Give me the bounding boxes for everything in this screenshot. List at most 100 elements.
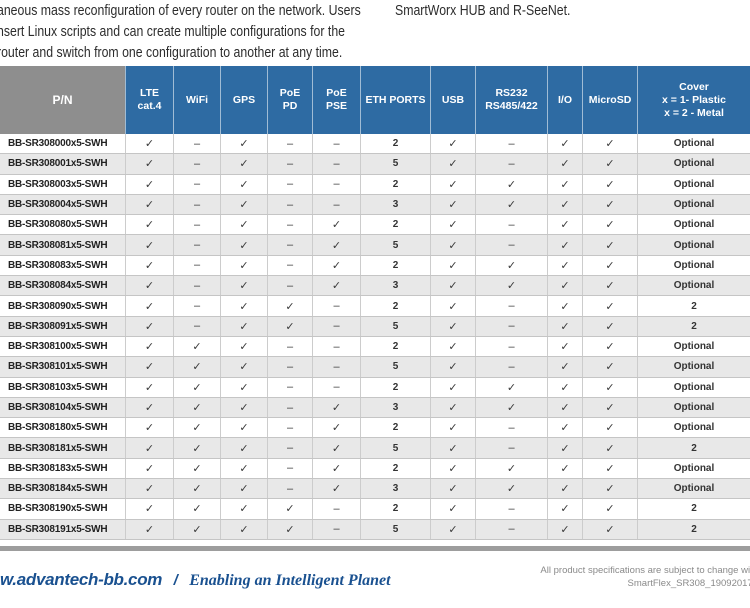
cell-eth-ports: 2: [360, 296, 430, 316]
cell-rs232-rs485: ✓: [475, 255, 547, 276]
cell-poe-pse: –: [312, 377, 360, 397]
cell-microsd: ✓: [582, 377, 637, 397]
cell-io: ✓: [547, 255, 582, 276]
cell-lte-cat4: ✓: [125, 336, 173, 357]
cell-io: ✓: [547, 194, 582, 215]
cell-poe-pse: –: [312, 194, 360, 215]
cell-eth-ports: 5: [360, 316, 430, 336]
cell-pn: BB-SR308104x5-SWH: [8, 402, 108, 413]
column-header-usb: USB: [430, 66, 475, 134]
cell-io: ✓: [547, 215, 582, 235]
cell-poe-pd: ✓: [267, 316, 312, 336]
footer-divider: [0, 546, 750, 551]
cell-usb: ✓: [430, 296, 475, 316]
cell-poe-pd: –: [267, 357, 312, 377]
cell-gps: ✓: [220, 438, 267, 458]
cell-poe-pd: –: [267, 479, 312, 499]
cell-poe-pse: ✓: [312, 397, 360, 418]
cell-io: ✓: [547, 296, 582, 316]
intro-line: aneous mass reconfiguration of every rou…: [0, 2, 361, 19]
cell-io: ✓: [547, 397, 582, 418]
cell-rs232-rs485: ✓: [475, 479, 547, 499]
doc-version: SmartFlex_SR308_19092017d: [627, 578, 750, 589]
brand-tagline: Enabling an Intelligent Planet: [189, 572, 391, 589]
cell-eth-ports: 5: [360, 154, 430, 174]
table-row: BB-SR308101x5-SWH ✓ ✓ ✓ – –5 ✓ – ✓ ✓ Optional: [0, 357, 750, 378]
cell-eth-ports: 3: [360, 276, 430, 296]
cell-wifi: ✓: [173, 418, 220, 438]
table-row: BB-SR308191x5-SWH ✓ ✓ ✓ ✓ –5 ✓ – ✓ ✓ 2: [0, 519, 750, 540]
column-header-rs232-rs485: RS232 RS485/422: [475, 66, 547, 134]
cell-cover: Optional: [637, 418, 750, 438]
table-row: BB-SR308000x5-SWH ✓ – ✓ – –2 ✓ – ✓ ✓ Optional: [0, 134, 750, 155]
cell-gps: ✓: [220, 255, 267, 276]
cell-gps: ✓: [220, 194, 267, 215]
cell-poe-pse: ✓: [312, 215, 360, 235]
cell-cover: Optional: [637, 255, 750, 276]
cell-wifi: ✓: [173, 438, 220, 458]
cell-cover: Optional: [637, 215, 750, 235]
cell-microsd: ✓: [582, 316, 637, 336]
cell-poe-pse: ✓: [312, 235, 360, 255]
cell-rs232-rs485: –: [475, 316, 547, 336]
cell-lte-cat4: ✓: [125, 194, 173, 215]
cell-wifi: –: [173, 134, 220, 154]
cell-gps: ✓: [220, 296, 267, 316]
cell-io: ✓: [547, 336, 582, 357]
cell-io: ✓: [547, 377, 582, 397]
cell-pn: BB-SR308081x5-SWH: [8, 239, 108, 251]
cell-usb: ✓: [430, 215, 475, 235]
cell-poe-pd: –: [267, 418, 312, 438]
cell-lte-cat4: ✓: [125, 499, 173, 519]
cell-gps: ✓: [220, 215, 267, 235]
table-header-row: P/N LTE cat.4 WiFi GPS PoE PD PoE PSE ETH PORTS US…: [0, 66, 750, 134]
table-row: BB-SR308091x5-SWH ✓ – ✓ ✓ –5 ✓ – ✓ ✓ 2: [0, 316, 750, 337]
cell-cover: Optional: [637, 479, 750, 499]
cell-usb: ✓: [430, 134, 475, 154]
cell-cover: 2: [637, 296, 750, 316]
spec-disclaimer: All product specifications are subject t…: [540, 565, 750, 576]
cell-pn: BB-SR308180x5-SWH: [8, 422, 108, 434]
cell-lte-cat4: ✓: [125, 235, 173, 255]
cell-eth-ports: 2: [360, 377, 430, 397]
cell-pn: BB-SR308084x5-SWH: [8, 280, 108, 292]
cell-cover: Optional: [637, 458, 750, 479]
cell-rs232-rs485: ✓: [475, 174, 547, 194]
table-row: BB-SR308001x5-SWH ✓ – ✓ – –5 ✓ – ✓ ✓ Optional: [0, 154, 750, 175]
website-url[interactable]: w.advantech-bb.com: [0, 570, 163, 589]
cell-rs232-rs485: ✓: [475, 397, 547, 418]
cell-wifi: ✓: [173, 397, 220, 418]
cell-poe-pd: ✓: [267, 519, 312, 539]
cell-poe-pd: –: [267, 377, 312, 397]
cell-io: ✓: [547, 519, 582, 539]
cell-poe-pse: ✓: [312, 418, 360, 438]
cell-rs232-rs485: –: [475, 519, 547, 539]
table-row: BB-SR308083x5-SWH ✓ – ✓ – ✓ 2 ✓ ✓ ✓ ✓ Optional: [0, 255, 750, 277]
cell-io: ✓: [547, 438, 582, 458]
table-row: BB-SR308081x5-SWH ✓ – ✓ – ✓ 5 ✓ – ✓ ✓ Optional: [0, 235, 750, 256]
table-row: BB-SR308004x5-SWH ✓ – ✓ – –3 ✓ ✓ ✓ ✓ Optional: [0, 194, 750, 216]
cell-rs232-rs485: –: [475, 418, 547, 438]
cell-lte-cat4: ✓: [125, 479, 173, 499]
product-spec-table: P/N LTE cat.4 WiFi GPS PoE PD PoE PSE ETH PORTS US…: [0, 66, 750, 540]
cell-microsd: ✓: [582, 499, 637, 519]
spec-table-body: BB-SR308000x5-SWH ✓ – ✓ – –2 ✓ – ✓ ✓ Optional BB-SR…: [0, 134, 750, 540]
table-row: BB-SR308084x5-SWH ✓ – ✓ – ✓ 3 ✓ ✓ ✓ ✓ Optional: [0, 276, 750, 297]
cell-poe-pd: –: [267, 235, 312, 255]
cell-cover: Optional: [637, 154, 750, 174]
cell-wifi: ✓: [173, 377, 220, 397]
cell-poe-pd: ✓: [267, 296, 312, 316]
cell-cover: Optional: [637, 276, 750, 296]
cell-pn: BB-SR308091x5-SWH: [8, 320, 108, 332]
cell-gps: ✓: [220, 357, 267, 377]
cell-microsd: ✓: [582, 194, 637, 215]
column-header-microsd: MicroSD: [582, 66, 637, 134]
cell-cover: 2: [637, 499, 750, 519]
cell-usb: ✓: [430, 276, 475, 296]
cell-microsd: ✓: [582, 154, 637, 174]
cell-microsd: ✓: [582, 357, 637, 377]
cell-microsd: ✓: [582, 397, 637, 418]
cell-poe-pse: –: [312, 154, 360, 174]
cell-eth-ports: 5: [360, 357, 430, 377]
cell-lte-cat4: ✓: [125, 296, 173, 316]
